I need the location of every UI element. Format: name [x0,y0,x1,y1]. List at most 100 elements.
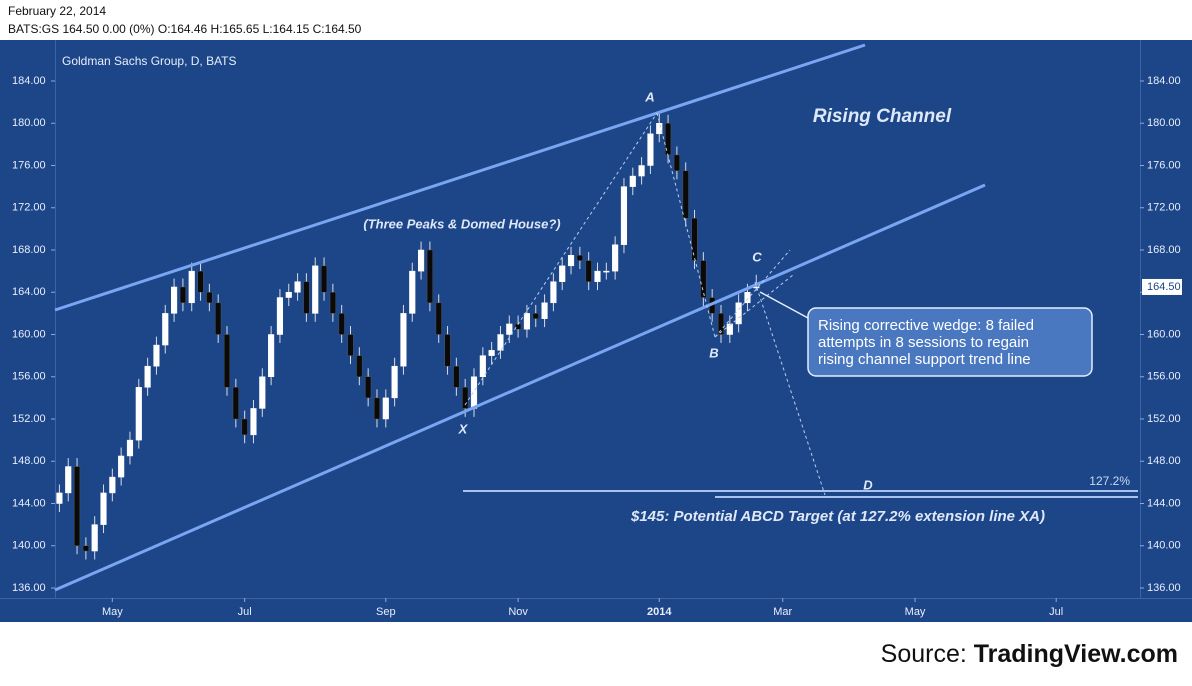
candle-body [73,466,81,546]
candle-body [188,270,195,304]
x-tick-label: Nov [508,606,528,618]
candle-body [65,466,72,494]
candle-body [91,524,98,552]
candle-body [409,270,416,314]
candle-body [506,323,513,335]
x-tick-label: Jul [1049,606,1063,618]
candle-body [664,123,672,156]
candle-body [259,376,266,409]
y-tick-label: 180.00 [12,117,46,129]
wedge-upper [714,249,791,338]
plot: 136.00 136.00 140.00 140.00 144.00 144.00 148.… [12,75,1182,618]
ab-leg [656,112,716,338]
candle-body [594,270,601,282]
wedge-lower [714,274,794,338]
annotation: 127.2% [1089,474,1130,488]
candle-body [162,313,169,346]
candle-body [629,175,636,187]
candle-body [576,255,583,261]
channel-lower [54,183,986,592]
candle-body [426,249,433,304]
candle-body [418,249,425,272]
drawings: Goldman Sachs Group, D, BATS Rising Chan… [54,43,1138,592]
y-tick-label: 176.00 [1147,159,1181,171]
candle-body [435,302,442,335]
candle-body [241,418,248,436]
y-tick-label: 180.00 [1147,117,1181,129]
candle-body [691,218,698,261]
candle-body [250,408,257,436]
last-price-label: 164.50 [1147,281,1181,293]
y-tick-label: 136.00 [1147,582,1181,594]
date: February 22, 2014 [8,4,106,18]
candle-body [171,286,178,314]
candle-body [223,334,231,388]
candle-body [673,154,680,172]
candle-body [497,334,504,351]
y-tick-label: 160.00 [1147,328,1181,340]
last-price-box [1142,278,1182,295]
callout-text: Rising corrective wedge: 8 failed [818,317,1034,334]
candle-body [206,292,213,304]
candle-body [82,545,89,552]
x-tick-label: Mar [773,606,792,618]
candle-body [638,165,645,177]
candle-body [470,376,478,409]
annotation: (Three Peaks & Domed House?) [363,216,560,231]
candle-body [276,297,284,335]
candle-body [100,492,107,525]
candle-body [603,270,610,273]
candle-body [56,492,63,504]
candle-body [320,265,328,293]
point-label: B [709,345,718,360]
candle-body [717,313,725,335]
source: Source: TradingView.com [881,640,1178,668]
callout-box [807,307,1093,377]
y-tick-label: 164.00 [12,286,46,298]
cd-leg [754,281,826,496]
x-tick-label: 2014 [647,606,672,618]
candle-body [232,387,239,420]
candle-body [550,281,557,304]
point-label: C [752,249,762,264]
y-tick-label: 156.00 [12,371,46,383]
quote: BATS:GS 164.50 0.00 (0%) O:164.46 H:165.… [8,22,362,36]
candle-body [612,244,619,272]
y-tick-label: 144.00 [1147,497,1181,509]
candle-body [303,281,310,314]
candle-body [453,365,460,388]
y-tick-label: 168.00 [12,244,46,256]
candle-body [541,302,548,319]
y-tick-label: 148.00 [12,455,46,467]
candle-body [647,133,654,166]
point-label: X [458,421,469,436]
candle-body [285,292,292,298]
candle-body [444,334,451,367]
candle-body [356,355,363,377]
point-label: D [863,477,873,492]
candle-body [656,123,663,135]
candle-body [523,313,531,330]
y-tick-label: 160.00 [12,328,46,340]
y-tick-label: 176.00 [12,159,46,171]
callout-text: rising channel support trend line [818,351,1031,368]
channel-upper [54,43,866,312]
candle-body [532,313,539,319]
y-tick-label: 136.00 [12,582,46,594]
candle-body [365,376,372,399]
candle-body [312,265,319,314]
x-tick-label: Jul [238,606,252,618]
candle-body [744,292,751,304]
y-tick-label: 184.00 [1147,75,1181,87]
y-tick-label: 152.00 [1147,413,1181,425]
candle-body [373,397,381,420]
chart-title: Goldman Sachs Group, D, BATS [62,54,237,68]
candle-body [215,302,222,335]
candle-body [585,260,592,282]
y-tick-label: 140.00 [12,540,46,552]
candle-body [462,387,469,409]
y-tick-label: 140.00 [1147,540,1181,552]
candle-body [144,365,151,388]
candle-body [735,302,742,325]
